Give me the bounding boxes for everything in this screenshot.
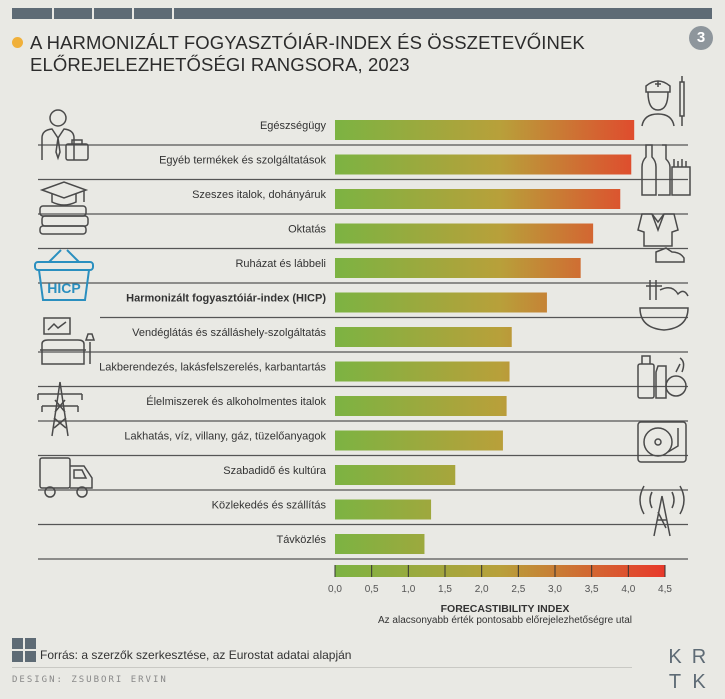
hicp-basket-icon: HICP	[34, 249, 94, 301]
x-tick-label: 1,5	[438, 584, 452, 595]
bar-label: Élelmiszerek és alkoholmentes italok	[146, 395, 326, 408]
nurse-syringe-icon	[641, 76, 685, 127]
living-room-icon	[40, 317, 96, 365]
x-tick-label: 3,0	[548, 584, 562, 595]
chart-title-line2: ELŐREJELEZHETŐSÉGI RANGSORA, 2023	[30, 54, 410, 75]
design-credit: DESIGN: ZSUBORI ERVIN	[12, 675, 168, 685]
clothing-shoe-icon	[637, 213, 685, 263]
bar	[335, 361, 510, 382]
x-tick-label: 1,0	[401, 584, 415, 595]
source-text: Forrás: a szerzők szerkesztése, az Euros…	[40, 648, 352, 662]
chart-title: A HARMONIZÁLT FOGYASZTÓIÁR-INDEX ÉS ÖSSZ…	[12, 32, 670, 76]
x-tick-label: 0,5	[365, 584, 379, 595]
bar-label: Lakhatás, víz, villany, gáz, tüzelőanyag…	[124, 431, 326, 443]
turntable-icon	[637, 421, 687, 463]
bar	[335, 499, 432, 520]
power-pylon-icon	[37, 381, 83, 437]
bar-label: Szeszes italok, dohányáruk	[192, 189, 326, 201]
bar-label: Távközlés	[276, 534, 326, 546]
bar	[335, 120, 635, 140]
x-tick-label: 2,0	[475, 584, 489, 595]
footer-divider	[12, 667, 632, 668]
bar	[335, 430, 503, 451]
x-tick-label: 0,0	[328, 584, 342, 595]
books-graduation-cap-icon	[39, 181, 89, 235]
source-note: Forrás: a szerzők szerkesztése, az Euros…	[12, 634, 372, 674]
bar	[335, 534, 425, 554]
truck-icon	[39, 457, 93, 498]
krtk-logo-t: T	[669, 671, 681, 691]
krtk-logo: K R T K	[668, 646, 706, 691]
bar-label: Egészségügy	[260, 120, 327, 132]
krtk-logo-k1: K	[668, 646, 682, 668]
bar	[335, 258, 581, 278]
bar	[335, 189, 621, 209]
krtk-logo-k2: K	[692, 671, 706, 691]
bar	[335, 396, 507, 416]
bar	[335, 154, 632, 175]
x-tick-label: 4,0	[621, 584, 635, 595]
bar	[335, 292, 547, 313]
x-tick-label: 4,5	[658, 584, 672, 595]
x-tick-label: 3,5	[585, 584, 599, 595]
x-axis-label: FORECASTIBILITY INDEX	[440, 603, 570, 615]
bar-label: Oktatás	[288, 224, 326, 236]
x-axis-color-scale	[335, 565, 665, 577]
x-tick-label: 2,5	[511, 584, 525, 595]
bar-label: Egyéb termékek és szolgáltatások	[159, 155, 326, 167]
svg-text:HICP: HICP	[47, 280, 80, 296]
x-axis-title: FORECASTIBILITY INDEX Az alacsonyabb ért…	[340, 603, 670, 627]
bar-label: Közlekedés és szállítás	[212, 500, 327, 512]
bar-label: Vendéglátás és szálláshely-szolgáltatás	[132, 327, 326, 339]
x-axis-sublabel: Az alacsonyabb érték pontosabb előrejele…	[377, 615, 633, 626]
bar-label: Lakberendezés, lakásfelszerelés, karbant…	[99, 362, 326, 374]
figure-number-badge: 3	[689, 26, 713, 50]
chart-title-line1: A HARMONIZÁLT FOGYASZTÓIÁR-INDEX ÉS ÖSSZ…	[30, 32, 585, 53]
bar-label: Harmonizált fogyasztóiár-index (HICP)	[126, 293, 326, 305]
grocery-icon	[637, 355, 687, 399]
krtk-logo-r: R	[692, 646, 706, 668]
bar	[335, 327, 512, 347]
radio-tower-icon	[639, 485, 685, 537]
top-decoration-bar	[12, 8, 712, 22]
bottles-cigarettes-icon	[641, 144, 691, 196]
bar-label: Ruházat és lábbeli	[235, 258, 326, 270]
bar	[335, 465, 456, 485]
bar	[335, 223, 594, 244]
title-bullet-icon	[12, 37, 23, 48]
businessman-icon	[41, 109, 89, 161]
food-bowl-icon	[639, 280, 689, 331]
bar-label: Szabadidő és kultúra	[223, 465, 327, 477]
source-grid-icon	[12, 638, 36, 662]
